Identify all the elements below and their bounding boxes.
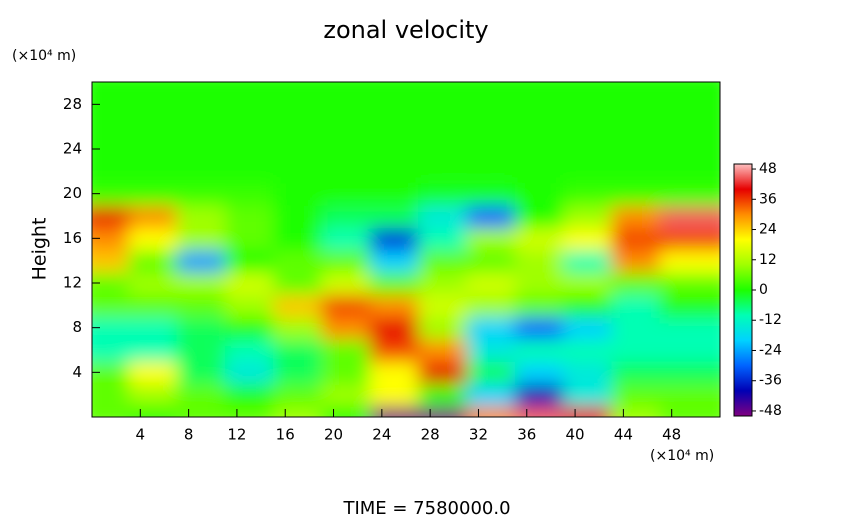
- colorbar: [733, 163, 753, 417]
- x-tick-label: 32: [469, 426, 488, 444]
- y-axis-label: Height: [29, 218, 51, 281]
- x-tick-label: 12: [227, 426, 246, 444]
- colorbar-tick-label: -24: [759, 342, 782, 358]
- y-tick-label: 4: [72, 363, 82, 381]
- y-tick-label: 24: [63, 140, 82, 158]
- x-tick-label: 40: [566, 426, 585, 444]
- colorbar-tick-label: -36: [759, 373, 782, 389]
- colorbar-tick-label: -48: [759, 403, 782, 419]
- field-inner: [92, 82, 720, 417]
- colorbar-tick-label: 36: [759, 191, 777, 207]
- x-tick-label: 8: [184, 426, 194, 444]
- x-tick-label: 48: [662, 426, 681, 444]
- y-unit: (×10⁴ m): [12, 48, 76, 64]
- colorbar-tick-label: 48: [759, 161, 777, 177]
- colorbar-tick-label: -12: [759, 312, 782, 328]
- y-tick-label: 8: [72, 318, 82, 336]
- y-tick-label: 12: [63, 274, 82, 292]
- x-tick-label: 24: [372, 426, 391, 444]
- colorbar-tick-label: 0: [759, 282, 768, 298]
- field: [92, 82, 720, 417]
- y-tick-label: 16: [63, 229, 82, 247]
- x-tick-label: 44: [614, 426, 633, 444]
- y-tick-label: 20: [63, 184, 82, 202]
- chart-title: zonal velocity: [323, 16, 488, 44]
- x-tick-label: 28: [421, 426, 440, 444]
- y-tick-label: 28: [63, 95, 82, 113]
- x-tick-label: 20: [324, 426, 343, 444]
- colorbar-tick-label: 12: [759, 252, 777, 268]
- colorbar-tick-label: 24: [759, 222, 777, 238]
- cell: [659, 82, 720, 117]
- x-tick-label: 4: [136, 426, 146, 444]
- x-tick-label: 16: [276, 426, 295, 444]
- x-unit: (×10⁴ m): [650, 448, 714, 464]
- plot-frame: [91, 81, 721, 418]
- x-tick-label: 36: [517, 426, 536, 444]
- footer: TIME = 7580000.0: [342, 498, 510, 519]
